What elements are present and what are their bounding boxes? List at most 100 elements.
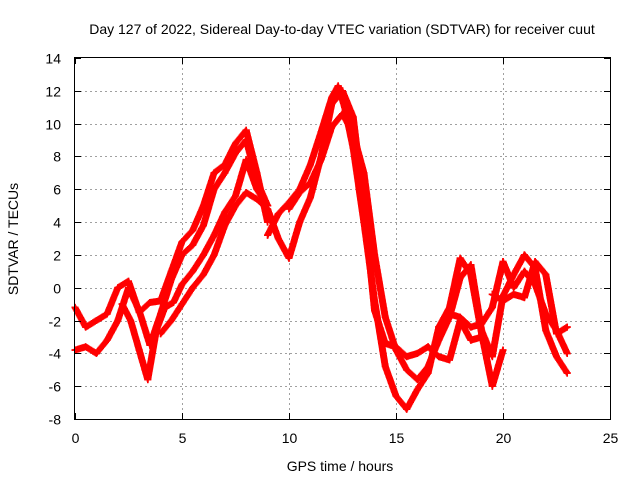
data-point <box>232 202 239 210</box>
data-point <box>478 326 486 334</box>
data-point <box>127 317 135 324</box>
data-point <box>135 346 143 354</box>
data-point <box>488 353 496 361</box>
data-point <box>563 369 571 377</box>
x-axis-label: GPS time / hours <box>287 458 394 474</box>
data-point <box>339 110 346 118</box>
data-point <box>520 267 528 275</box>
data-point <box>413 386 421 393</box>
data-point <box>103 310 111 318</box>
data-point <box>542 310 550 318</box>
data-point <box>118 300 126 308</box>
data-point <box>467 336 475 344</box>
data-point <box>403 366 411 374</box>
data-point <box>317 128 325 136</box>
data-point <box>221 169 229 177</box>
data-point <box>424 343 432 351</box>
data-point <box>349 113 357 121</box>
data-point <box>413 349 421 357</box>
data-point <box>349 130 357 137</box>
data-point <box>542 326 550 334</box>
data-point <box>553 353 560 361</box>
data-point <box>82 323 90 331</box>
data-point <box>488 382 496 390</box>
y-tick-label: 14 <box>45 51 61 67</box>
data-point <box>210 251 218 259</box>
axis-ticks: 0 5 10 15 20 25 -8 -6 -4 -2 0 2 4 6 8 10 12 14 <box>45 51 618 447</box>
data-point <box>242 189 250 197</box>
y-tick-label: -2 <box>49 314 62 330</box>
data-point <box>210 169 218 177</box>
data-point <box>135 307 143 315</box>
x-tick-label: 10 <box>282 430 298 446</box>
data-point <box>221 208 229 216</box>
data-point <box>189 226 197 234</box>
data-point <box>392 392 400 400</box>
data-point <box>478 320 486 328</box>
data-point <box>114 317 122 324</box>
data-point <box>199 251 207 259</box>
plot-frame <box>74 57 611 420</box>
y-tick-label: 8 <box>53 149 61 165</box>
data-point <box>103 336 111 344</box>
data-point <box>531 280 539 288</box>
data-point <box>264 205 272 213</box>
data-point <box>306 179 314 187</box>
y-tick-label: 6 <box>53 182 61 198</box>
y-tick-label: -4 <box>49 346 62 362</box>
data-point <box>563 349 571 357</box>
plot-area <box>71 82 571 413</box>
data-point <box>178 251 186 259</box>
y-tick-label: 4 <box>53 215 61 231</box>
data-point <box>499 258 507 265</box>
data-point <box>210 231 218 239</box>
data-point <box>403 405 411 413</box>
data-point <box>178 300 186 308</box>
data-point <box>169 299 177 306</box>
data-point <box>381 363 389 370</box>
data-point <box>360 169 368 177</box>
data-point <box>435 323 443 331</box>
data-point <box>125 277 132 285</box>
data-point <box>456 254 464 262</box>
data-point <box>114 284 122 292</box>
data-point <box>360 218 368 226</box>
data-series <box>488 258 571 338</box>
data-point <box>520 251 528 259</box>
data-point <box>510 284 518 292</box>
data-point <box>317 156 325 164</box>
data-point <box>242 126 250 134</box>
chart-title: Day 127 of 2022, Sidereal Day-to-day VTE… <box>89 21 595 37</box>
data-point <box>531 258 539 265</box>
data-point <box>553 330 560 338</box>
data-point <box>210 185 218 193</box>
data-point <box>328 93 336 101</box>
y-tick-label: 10 <box>45 117 61 133</box>
data-point <box>125 284 132 292</box>
data-point <box>242 156 250 164</box>
data-point <box>392 346 400 354</box>
data-point <box>157 330 165 338</box>
data-point <box>341 103 349 111</box>
data-point <box>456 313 464 321</box>
data-point <box>467 323 475 331</box>
data-point <box>232 192 239 200</box>
data-point <box>92 349 100 357</box>
data-point <box>152 326 160 334</box>
data-series <box>118 156 272 384</box>
data-point <box>334 82 342 90</box>
data-point <box>371 297 379 305</box>
data-point <box>306 194 314 201</box>
data-point <box>232 149 239 157</box>
data-point <box>221 221 229 229</box>
data-point <box>499 297 507 305</box>
data-point <box>199 221 207 229</box>
data-point <box>167 276 175 283</box>
data-point <box>189 267 197 275</box>
data-point <box>264 231 272 239</box>
data-point <box>144 376 152 384</box>
data-point <box>413 376 421 384</box>
data-point <box>381 313 389 321</box>
data-point <box>456 274 464 282</box>
